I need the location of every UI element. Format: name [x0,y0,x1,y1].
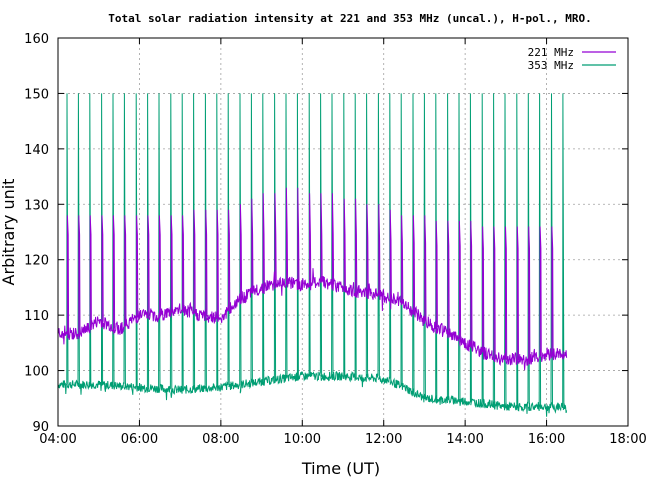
y-tick-label: 120 [24,254,49,269]
y-tick-label: 110 [24,309,49,324]
x-tick-label: 12:00 [365,432,402,447]
x-tick-label: 16:00 [528,432,565,447]
x-tick-label: 04:00 [39,432,76,447]
y-tick-label: 140 [24,143,49,158]
x-tick-label: 10:00 [284,432,321,447]
x-axis: 04:00 06:00 08:00 10:00 12:00 14:00 16:00 18:00 [39,38,647,447]
x-tick-label: 14:00 [446,432,483,447]
series-line-353-mhz [57,93,568,417]
y-axis: 90 100 110 120 130 140 150 160 [24,32,628,435]
y-tick-label: 90 [32,420,49,435]
y-tick-label: 100 [24,365,49,380]
y-tick-label: 160 [24,32,49,47]
legend-label: 353 MHz [528,59,574,72]
legend-label: 221 MHz [528,46,574,59]
y-axis-label: Arbitrary unit [0,179,18,286]
x-tick-label: 18:00 [609,432,646,447]
x-tick-label: 08:00 [202,432,239,447]
y-tick-label: 150 [24,87,49,102]
x-tick-label: 06:00 [121,432,158,447]
y-tick-label: 130 [24,198,49,213]
series-line-221-mhz [57,187,568,371]
plot-area [57,93,568,417]
plot-frame [57,37,629,427]
x-axis-label: Time (UT) [301,459,380,478]
chart-title: Total solar radiation intensity at 221 a… [108,12,591,25]
